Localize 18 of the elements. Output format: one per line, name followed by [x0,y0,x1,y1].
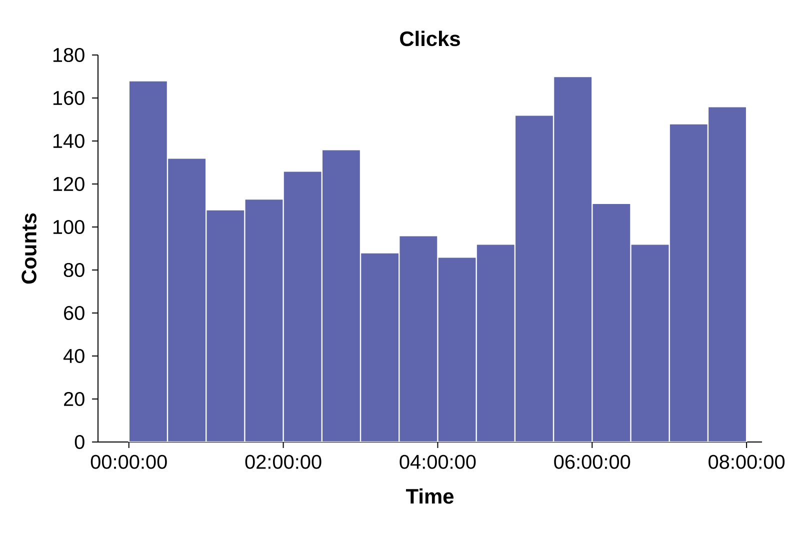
chart-title: Clicks [400,30,460,46]
x-tick-label: 00:00:00 [90,454,167,469]
y-tick-label: 0 [74,434,84,450]
y-tick-label: 160 [53,90,84,106]
y-tick-label: 80 [64,262,84,278]
y-tick-label: 40 [63,348,84,364]
y-tick-label: 20 [64,392,84,406]
y-tick-label: 60 [64,306,84,320]
x-tick-label: 04:00:00 [400,454,476,469]
x-tick-label: 06:00:00 [554,454,630,469]
y-tick-label: 180 [53,48,84,62]
y-tick-label: 140 [53,134,84,148]
x-axis-title: Time [406,488,454,504]
x-tick-label: 02:00:00 [245,454,322,469]
y-tick-label: 100 [53,220,84,234]
y-axis-title: Counts [22,213,36,284]
x-tick-label: 08:00:00 [708,454,785,469]
y-tick-label: 120 [53,176,84,192]
